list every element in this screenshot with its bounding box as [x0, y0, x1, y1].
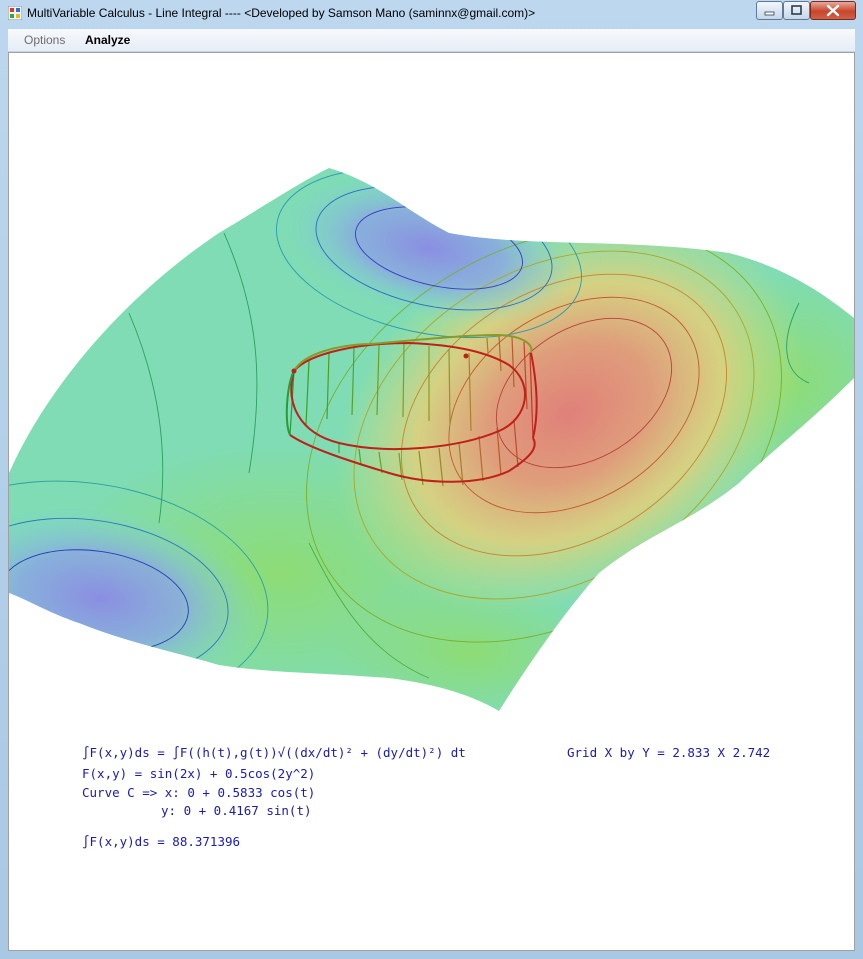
app-icon — [8, 6, 22, 20]
title-bar[interactable]: MultiVariable Calculus - Line Integral -… — [0, 0, 863, 26]
close-button[interactable] — [810, 1, 856, 20]
close-icon — [826, 4, 840, 17]
menu-bar: Options Analyze — [8, 29, 855, 52]
plot-area[interactable]: ∫F(x,y)ds = ∫F((h(t),g(t))√((dx/dt)² + (… — [8, 52, 855, 951]
line-integral-curtain — [285, 333, 538, 487]
minimize-button[interactable] — [756, 1, 783, 20]
formula-line: ∫F(x,y)ds = ∫F((h(t),g(t))√((dx/dt)² + (… — [82, 745, 466, 760]
function-line: F(x,y) = sin(2x) + 0.5cos(2y^2) — [82, 766, 316, 781]
surface-plot[interactable] — [9, 53, 854, 950]
minimize-icon — [764, 11, 775, 16]
menu-options[interactable]: Options — [24, 33, 66, 47]
maximize-button[interactable] — [783, 1, 810, 20]
maximize-icon — [791, 5, 802, 15]
surface-mesh — [9, 168, 854, 711]
menu-analyze[interactable]: Analyze — [85, 33, 131, 47]
grid-line: Grid X by Y = 2.833 X 2.742 — [567, 745, 771, 760]
window-title: MultiVariable Calculus - Line Integral -… — [27, 6, 536, 20]
result-line: ∫F(x,y)ds = 88.371396 — [82, 834, 241, 849]
curve-y-line: y: 0 + 0.4167 sin(t) — [161, 803, 312, 818]
curve-x-line: Curve C => x: 0 + 0.5833 cos(t) — [82, 785, 316, 800]
